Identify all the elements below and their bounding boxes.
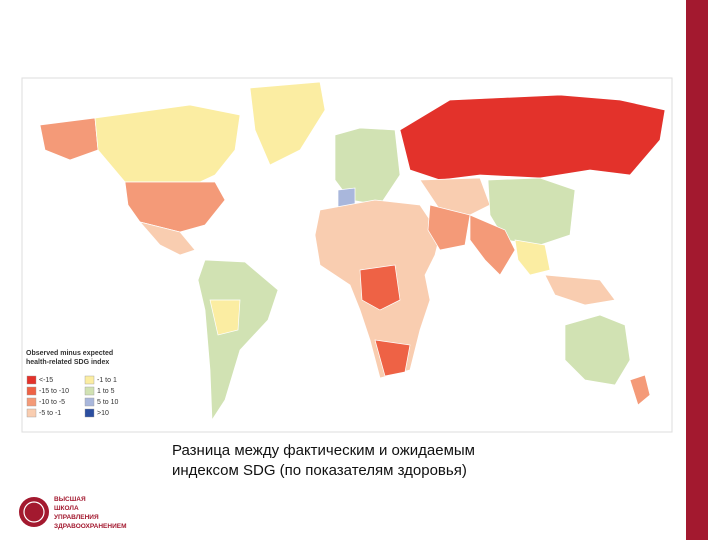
legend-swatch [84, 397, 95, 407]
legend-swatch [26, 375, 37, 385]
legend-label: -1 to 1 [97, 377, 117, 384]
caption-line: индексом SDG (по показателям здоровья) [172, 462, 467, 479]
legend-title: Observed minus expected [26, 350, 113, 357]
legend-label: >10 [97, 410, 109, 417]
caption-line: Разница между фактическим и ожидаемым [172, 442, 475, 459]
legend-label: -5 to -1 [39, 410, 61, 417]
logo-text: ШКОЛА [54, 505, 79, 512]
logo-text: УПРАВЛЕНИЯ [54, 514, 99, 521]
legend-label: -10 to -5 [39, 399, 65, 406]
legend-swatch [26, 397, 37, 407]
legend-swatch [26, 386, 37, 396]
logo-text: ЗДРАВООХРАНЕНИЕМ [54, 523, 127, 530]
legend-label: -15 to -10 [39, 388, 69, 395]
legend-swatch [26, 408, 37, 418]
legend-swatch [84, 408, 95, 418]
side-bar [686, 0, 708, 540]
logo-emblem-ring [23, 501, 45, 523]
legend-swatch [84, 375, 95, 385]
world-map [39, 81, 666, 422]
logo: ВЫСШАЯ ШКОЛА УПРАВЛЕНИЯ ЗДРАВООХРАНЕНИЕМ [19, 496, 127, 530]
legend-label: 1 to 5 [97, 388, 115, 395]
legend-label: 5 to 10 [97, 399, 119, 406]
legend-swatch [84, 386, 95, 396]
legend-label: <-15 [39, 377, 53, 384]
legend: Observed minus expected health-related SD… [26, 350, 119, 418]
legend-title: health-related SDG index [26, 359, 109, 366]
logo-emblem [19, 497, 49, 527]
logo-text: ВЫСШАЯ [54, 496, 86, 503]
